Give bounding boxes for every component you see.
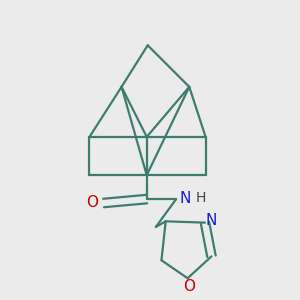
Text: N: N: [205, 212, 217, 227]
Text: O: O: [86, 195, 98, 210]
Text: O: O: [183, 279, 195, 294]
Text: N: N: [179, 190, 191, 206]
Text: H: H: [195, 191, 206, 205]
